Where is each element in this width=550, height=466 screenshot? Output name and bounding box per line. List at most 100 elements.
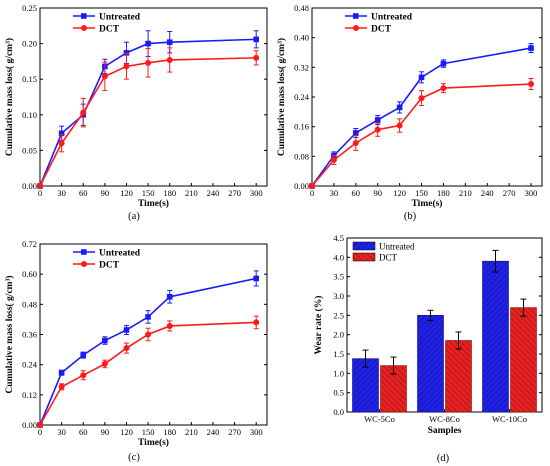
data-point-untreated [396,104,403,111]
y-tick-label: 0.00 [22,181,37,191]
data-point-untreated [123,327,130,333]
x-tick-label: 240 [207,427,220,437]
data-point-untreated [102,337,108,344]
data-point-dct [396,122,403,129]
y-tick-label: 4.5 [333,233,344,243]
x-tick-label: 270 [228,427,241,437]
series-line-dct [39,57,257,187]
data-point-untreated [58,369,65,376]
data-point-untreated [145,40,151,47]
panel-caption: (b) [404,211,417,222]
data-point-dct [166,322,173,329]
series-line-dct [311,83,532,187]
data-point-dct [374,126,381,133]
data-point-untreated [418,74,425,81]
y-tick-label: 1.5 [333,349,344,359]
panel-caption: (a) [128,211,140,222]
series-line-untreated [39,277,257,426]
legend-swatch [352,252,376,262]
x-tick-label: 30 [330,188,339,198]
y-tick-label: 0.10 [22,110,37,120]
data-point-dct [58,140,65,147]
x-tick-label: 240 [481,188,494,198]
y-tick-label: 0.40 [294,33,309,43]
y-tick-label: 3.0 [333,291,344,301]
legend-marker [81,25,87,31]
x-tick-label: 180 [163,188,176,198]
data-point-dct [101,360,108,367]
x-tick-label: 30 [57,427,66,437]
x-tick-label: 300 [250,427,263,437]
data-point-dct [253,319,260,326]
x-tick-label: 120 [393,188,406,198]
y-axis-label: Cumulative mass loss( g/cm³) [276,38,287,156]
x-tick-label: 90 [373,188,382,198]
legend-label: DCT [379,253,398,263]
plot-frame [39,243,268,426]
legend-label: DCT [371,25,392,35]
x-tick-label: 300 [250,188,263,198]
legend-marker [81,261,87,267]
x-tick-label: 60 [79,188,88,198]
data-point-dct [123,63,130,70]
y-tick-label: 2.0 [333,330,344,340]
y-tick-label: 0.5 [333,388,344,398]
x-axis-label: Time(s) [138,198,169,209]
x-axis-label: Time(s) [138,437,169,448]
x-tick-label: WC-5Co [364,414,395,424]
data-point-dct [418,95,425,102]
x-axis-label: Samples [428,426,462,436]
x-tick-label: 90 [101,188,110,198]
data-point-untreated [166,39,173,45]
y-tick-label: 0.60 [22,269,37,279]
x-tick-label: 180 [163,427,176,437]
x-tick-label: 0 [310,188,314,198]
panel-b: 0.00 0.08 0.16 0.24 0.32 0.40 0.48 Cumulative m… [276,3,543,222]
y-tick-label: 0.05 [22,145,37,155]
bar-dct [445,340,472,413]
legend-label: Untreated [379,242,415,252]
y-tick-label: 0.72 [22,239,37,249]
y-tick-label: 0.48 [294,3,309,13]
x-tick-label: 210 [185,427,198,437]
x-tick-label: WC-10Co [492,414,527,424]
data-point-dct [80,109,87,116]
y-tick-label: 0.00 [294,181,309,191]
series-line-untreated [39,38,257,187]
y-tick-label: 0.00 [22,420,37,430]
y-tick-label: 0.12 [22,390,37,400]
data-point-dct [528,81,535,88]
x-tick-label: 60 [79,427,88,437]
y-tick-label: 1.0 [333,368,344,378]
x-tick-label: 120 [120,188,133,198]
legend-label: Untreated [99,249,141,259]
x-tick-label: 90 [101,427,110,437]
x-tick-label: 270 [503,188,516,198]
data-point-untreated [123,50,130,56]
data-point-untreated [253,36,259,43]
legend-marker [81,249,87,255]
y-tick-label: 0.32 [294,62,309,72]
data-point-untreated [374,117,381,123]
x-tick-label: WC-8Co [429,414,460,424]
legend-marker [81,13,87,19]
data-point-untreated [528,45,534,51]
y-tick-label: 0.24 [22,360,38,370]
x-tick-label: 30 [57,188,66,198]
x-tick-label: 180 [437,188,450,198]
legend-label: DCT [99,25,120,35]
panel-a: 0.00 0.05 0.10 0.15 0.20 0.25 Cumulative mass … [4,3,268,222]
legend-marker [353,25,359,31]
data-point-dct [145,331,152,338]
bar-untreated [482,260,509,413]
y-tick-label: 3.5 [333,272,344,282]
data-point-untreated [58,130,65,137]
y-tick-label: 0.48 [22,299,37,309]
x-tick-label: 210 [185,188,198,198]
data-point-untreated [353,130,359,136]
y-tick-label: 0.15 [22,74,37,84]
y-tick-label: 0.36 [22,330,37,340]
data-point-dct [145,59,152,66]
